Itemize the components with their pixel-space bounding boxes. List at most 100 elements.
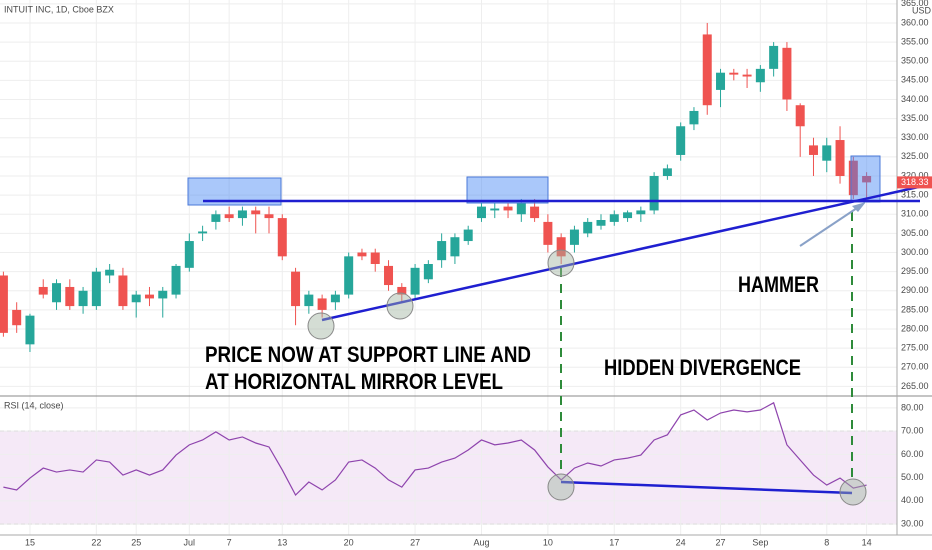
y-tick-label: 320.00 bbox=[901, 170, 929, 180]
candle-body bbox=[848, 160, 858, 196]
candle-body bbox=[344, 256, 354, 295]
candle-body bbox=[583, 221, 593, 234]
candle-body bbox=[476, 206, 486, 219]
candle-body bbox=[437, 241, 447, 261]
candle-body bbox=[556, 237, 566, 257]
y-tick-label: 80.00 bbox=[901, 402, 924, 412]
indicator-title: RSI (14, close) bbox=[4, 400, 64, 410]
arrow-shaft bbox=[799, 205, 861, 247]
y-tick-label: 270.00 bbox=[901, 362, 929, 372]
drawings: PRICE NOW AT SUPPORT LINE AND AT HORIZON… bbox=[187, 155, 932, 506]
x-tick-label: Sep bbox=[752, 537, 768, 547]
x-tick-label: 13 bbox=[277, 537, 287, 547]
y-tick-label: 330.00 bbox=[901, 132, 929, 142]
candle-body bbox=[503, 206, 513, 211]
candle-body bbox=[370, 252, 380, 264]
annotation: PRICE NOW AT SUPPORT LINE AND bbox=[205, 342, 531, 367]
candle-body bbox=[676, 126, 686, 155]
pivot-circle bbox=[386, 292, 414, 320]
y-tick-label: 310.00 bbox=[901, 209, 929, 219]
y-tick-label: 265.00 bbox=[901, 381, 929, 391]
candle-body bbox=[769, 45, 779, 69]
x-tick-label: 22 bbox=[91, 537, 101, 547]
candle-body bbox=[729, 72, 739, 75]
candle-body bbox=[822, 145, 832, 161]
chart-title: INTUIT INC, 1D, Cboe BZX bbox=[4, 4, 114, 14]
candle-body bbox=[184, 241, 194, 268]
candle-body bbox=[65, 286, 75, 307]
y-tick-label: 365.00 bbox=[901, 0, 929, 8]
y-tick-label: 30.00 bbox=[901, 518, 924, 528]
candle-body bbox=[224, 214, 234, 219]
candle-body bbox=[490, 208, 500, 211]
last-price-box bbox=[897, 176, 932, 189]
x-tick-label: Jul bbox=[184, 537, 196, 547]
y-tick-label: 285.00 bbox=[901, 304, 929, 314]
candle-body bbox=[357, 252, 367, 257]
candle-body bbox=[410, 267, 420, 295]
y-tick-label: 290.00 bbox=[901, 285, 929, 295]
candle-body bbox=[716, 72, 726, 90]
candle-body bbox=[264, 214, 274, 219]
candle-body bbox=[649, 176, 659, 211]
mirror-box bbox=[466, 176, 549, 204]
x-tick-label: 10 bbox=[543, 537, 553, 547]
candle-body bbox=[808, 145, 818, 155]
y-tick-label: 350.00 bbox=[901, 56, 929, 66]
y-tick-label: 295.00 bbox=[901, 266, 929, 276]
candle-body bbox=[251, 210, 261, 215]
x-tick-label: 14 bbox=[862, 537, 872, 547]
y-tick-label: 345.00 bbox=[901, 75, 929, 85]
candle-body bbox=[569, 229, 579, 245]
candle-body bbox=[144, 294, 154, 299]
candle-body bbox=[131, 294, 141, 303]
candle-body bbox=[304, 294, 314, 307]
candle-body bbox=[782, 47, 792, 100]
support-line bbox=[321, 182, 932, 322]
candle-body bbox=[702, 34, 712, 106]
x-tick-label: 27 bbox=[410, 537, 420, 547]
candle-body bbox=[689, 110, 699, 125]
y-tick-label: 40.00 bbox=[901, 495, 924, 505]
candle-body bbox=[742, 74, 752, 77]
y-tick-label: 325.00 bbox=[901, 151, 929, 161]
candle-body bbox=[516, 202, 526, 215]
candle-body bbox=[158, 290, 168, 299]
x-tick-label: 15 bbox=[25, 537, 35, 547]
y-tick-label: 280.00 bbox=[901, 323, 929, 333]
candle-body bbox=[171, 265, 181, 295]
candle-body bbox=[636, 210, 646, 215]
y-tick-label: 315.00 bbox=[901, 190, 929, 200]
x-tick-label: 20 bbox=[344, 537, 354, 547]
y-tick-label: 335.00 bbox=[901, 113, 929, 123]
y-tick-label: 360.00 bbox=[901, 17, 929, 27]
x-tick-label: Aug bbox=[473, 537, 489, 547]
candle-body bbox=[25, 315, 35, 345]
x-tick-label: 17 bbox=[609, 537, 619, 547]
candle-body bbox=[755, 68, 765, 83]
currency: USD bbox=[912, 5, 932, 15]
candle-body bbox=[530, 206, 540, 219]
marks bbox=[0, 22, 872, 497]
y-tick-label: 300.00 bbox=[901, 247, 929, 257]
annotation: HAMMER bbox=[738, 272, 819, 297]
x-tick-label: 7 bbox=[227, 537, 232, 547]
candle-body bbox=[795, 105, 805, 127]
candle-body bbox=[277, 218, 287, 257]
candle-body bbox=[0, 275, 8, 333]
candle-body bbox=[38, 286, 48, 295]
pivot-circle bbox=[307, 312, 335, 340]
x-tick-label: 24 bbox=[676, 537, 686, 547]
pivot-circle bbox=[547, 249, 575, 277]
candle-body bbox=[91, 271, 101, 307]
candle-body bbox=[105, 269, 115, 276]
y-tick-label: 340.00 bbox=[901, 94, 929, 104]
annotation: HIDDEN DIVERGENCE bbox=[604, 355, 801, 380]
candle-body bbox=[835, 140, 845, 176]
pivot-circle bbox=[547, 473, 575, 501]
candle-body bbox=[198, 231, 208, 234]
candle-body bbox=[330, 294, 340, 303]
y-tick-label: 70.00 bbox=[901, 426, 924, 436]
